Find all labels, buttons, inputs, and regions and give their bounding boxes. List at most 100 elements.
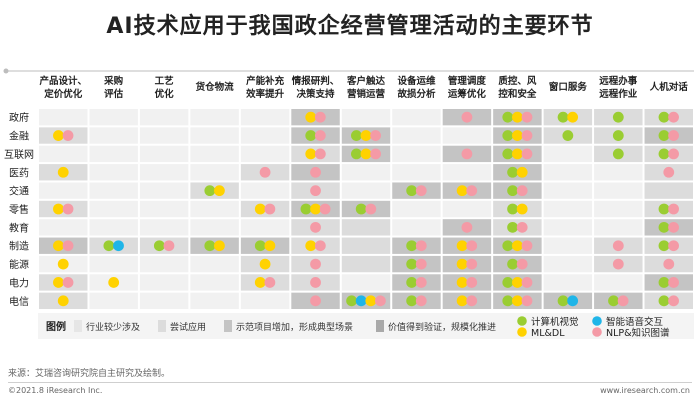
tech-dot bbox=[163, 240, 175, 252]
legend-tech-label: 智能语音交互 bbox=[606, 316, 664, 328]
heatmap-cell bbox=[442, 127, 492, 144]
legend-tech-dot bbox=[517, 327, 527, 337]
heatmap-cell bbox=[190, 292, 239, 309]
chart-title: AI技术应用于我国政企经营管理活动的主要环节 bbox=[106, 14, 594, 39]
row-label: 政府 bbox=[9, 111, 29, 124]
tech-dot bbox=[612, 240, 624, 252]
tech-dot bbox=[511, 130, 523, 141]
copyright-text: ©2021.8 iResearch Inc. bbox=[8, 386, 103, 395]
tech-dot bbox=[511, 240, 523, 252]
legend-panel bbox=[38, 313, 694, 339]
tech-dot bbox=[668, 295, 679, 307]
tech-dot bbox=[466, 277, 478, 288]
heatmap-cell bbox=[240, 127, 290, 144]
tech-dot bbox=[456, 240, 468, 252]
tech-dot bbox=[415, 240, 427, 252]
tech-dot bbox=[62, 277, 74, 288]
heatmap-cell bbox=[392, 200, 441, 218]
row-label: 交通 bbox=[9, 185, 29, 198]
tech-dot bbox=[406, 240, 418, 252]
tech-dot bbox=[62, 130, 74, 141]
tech-dot bbox=[502, 130, 514, 141]
tech-dot bbox=[351, 130, 362, 141]
tech-dot bbox=[53, 130, 64, 141]
tech-dot bbox=[521, 295, 533, 307]
heatmap-cell bbox=[139, 109, 189, 126]
tech-dot bbox=[314, 240, 326, 252]
heatmap-cell bbox=[89, 145, 138, 163]
tech-dot bbox=[507, 203, 518, 215]
heatmap-cell bbox=[89, 127, 138, 144]
tech-dot bbox=[415, 258, 427, 270]
heatmap-cell bbox=[341, 219, 391, 236]
tech-dot bbox=[608, 295, 619, 307]
tech-dot bbox=[516, 203, 528, 215]
tech-dot bbox=[466, 240, 478, 252]
legend-swatch bbox=[74, 320, 82, 332]
tech-dot bbox=[310, 295, 321, 307]
tech-dot bbox=[360, 130, 372, 141]
tech-dot bbox=[310, 221, 321, 233]
heatmap-cell bbox=[543, 255, 593, 273]
tech-dot bbox=[319, 203, 331, 215]
tech-dot bbox=[516, 185, 528, 197]
tech-dot bbox=[507, 166, 518, 178]
tech-dot bbox=[668, 130, 679, 141]
heatmap-cell bbox=[190, 127, 239, 144]
tech-dot bbox=[406, 277, 418, 288]
legend-title: 图例 bbox=[46, 320, 66, 333]
row-label: 能源 bbox=[9, 258, 29, 271]
tech-dot bbox=[502, 277, 514, 288]
column-header: 效率提升 bbox=[246, 88, 285, 100]
tech-dot bbox=[617, 295, 629, 307]
legend-tech-dot bbox=[592, 327, 602, 337]
tech-dot bbox=[259, 166, 271, 178]
heatmap-cell bbox=[594, 219, 643, 236]
tech-dot bbox=[658, 240, 670, 252]
column-header: 人机对话 bbox=[650, 81, 689, 93]
tech-dot bbox=[668, 148, 679, 160]
heatmap-cell bbox=[442, 164, 492, 181]
column-header: 产能补充 bbox=[246, 75, 285, 87]
tech-dot bbox=[567, 111, 579, 123]
heatmap-cell bbox=[190, 219, 239, 236]
column-header: 设备运维 bbox=[397, 75, 436, 87]
heatmap-cell bbox=[89, 182, 138, 199]
row-label: 金融 bbox=[9, 130, 29, 143]
heatmap-cell bbox=[442, 200, 492, 218]
heatmap-cell bbox=[139, 164, 189, 181]
column-header: 工艺 bbox=[155, 75, 175, 87]
tech-dot bbox=[658, 148, 670, 160]
column-header: 运筹优化 bbox=[448, 88, 487, 100]
heatmap-cell bbox=[240, 145, 290, 163]
row-label: 电信 bbox=[9, 295, 29, 308]
column-header: 远程办事 bbox=[599, 75, 638, 87]
tech-dot bbox=[300, 203, 312, 215]
heatmap-cell bbox=[39, 182, 88, 199]
tech-dot bbox=[204, 240, 216, 252]
legend-swatch bbox=[224, 320, 232, 332]
heatmap-cell bbox=[594, 182, 643, 199]
tech-dot bbox=[370, 130, 381, 141]
tech-dot bbox=[310, 166, 321, 178]
heatmap-cell bbox=[240, 109, 290, 126]
tech-dot bbox=[461, 111, 473, 123]
heatmap-cell bbox=[89, 292, 138, 309]
tech-dot bbox=[310, 203, 321, 215]
tech-dot bbox=[254, 203, 266, 215]
tech-dot bbox=[214, 240, 225, 252]
tech-dot bbox=[108, 277, 120, 288]
heatmap-cell bbox=[89, 200, 138, 218]
heatmap-cell bbox=[39, 109, 88, 126]
heatmap-cell bbox=[89, 255, 138, 273]
tech-dot bbox=[461, 148, 473, 160]
tech-dot bbox=[53, 240, 64, 252]
column-header: 远程作业 bbox=[599, 88, 638, 100]
tech-dot bbox=[57, 166, 69, 178]
heatmap-cell bbox=[139, 182, 189, 199]
row-label: 电力 bbox=[9, 276, 29, 289]
heatmap-cell bbox=[190, 255, 239, 273]
row-label: 制造 bbox=[9, 240, 29, 253]
tech-dot bbox=[103, 240, 115, 252]
tech-dot bbox=[557, 295, 569, 307]
